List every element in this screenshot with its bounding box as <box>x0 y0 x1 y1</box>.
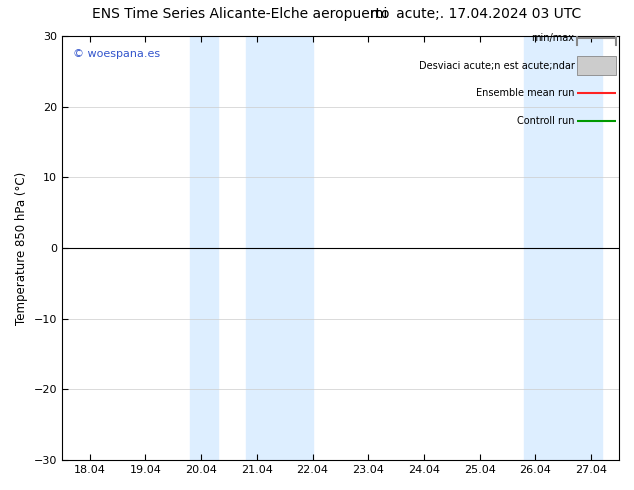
Text: Desviaci acute;n est acute;ndar: Desviaci acute;n est acute;ndar <box>418 61 574 71</box>
Text: © woespana.es: © woespana.es <box>73 49 160 59</box>
Bar <box>190 36 218 460</box>
Text: Ensemble mean run: Ensemble mean run <box>476 88 574 98</box>
Text: min/max: min/max <box>531 33 574 43</box>
Text: mi  acute;. 17.04.2024 03 UTC: mi acute;. 17.04.2024 03 UTC <box>370 7 581 22</box>
Bar <box>524 36 602 460</box>
Y-axis label: Temperature 850 hPa (°C): Temperature 850 hPa (°C) <box>15 172 28 325</box>
Text: ENS Time Series Alicante-Elche aeropuerto: ENS Time Series Alicante-Elche aeropuert… <box>92 7 390 22</box>
Bar <box>246 36 313 460</box>
Text: Controll run: Controll run <box>517 116 574 126</box>
Bar <box>577 56 616 75</box>
